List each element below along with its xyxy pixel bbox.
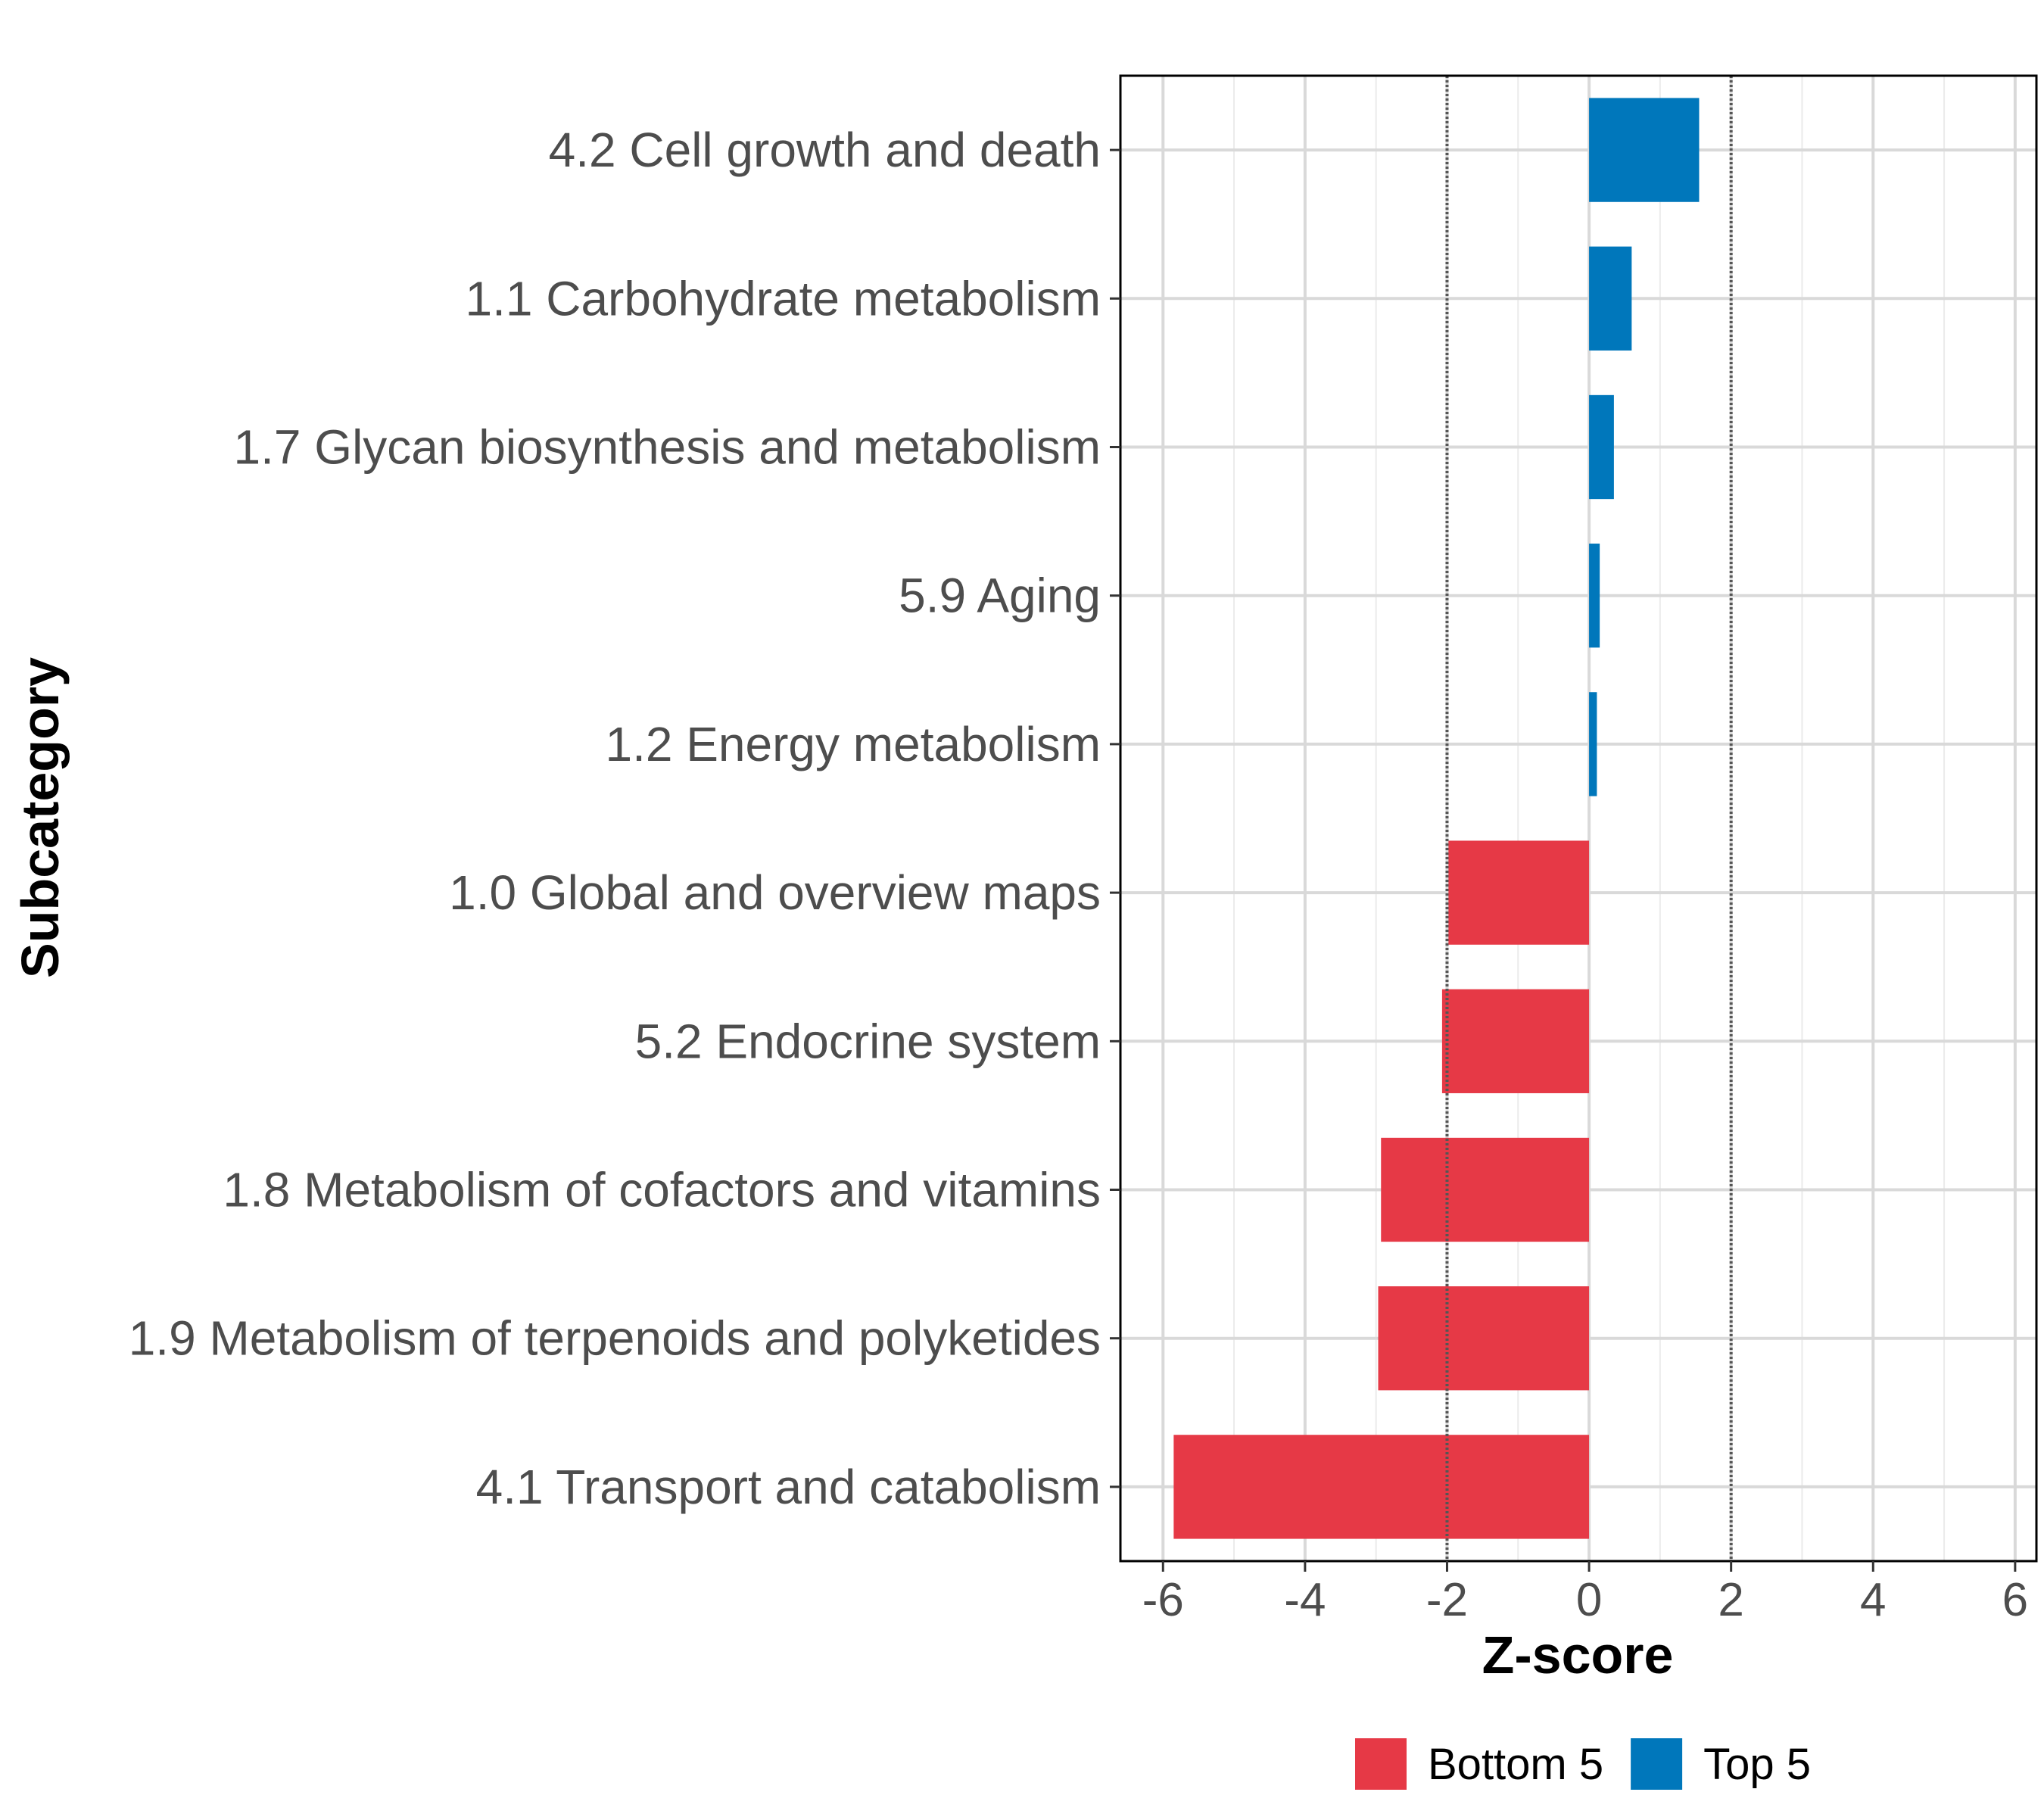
bar	[1441, 989, 1590, 1093]
y-tick-label: 1.9 Metabolism of terpenoids and polyket…	[129, 1311, 1101, 1366]
x-tick-label: -4	[1284, 1574, 1326, 1626]
x-tick-label: 0	[1576, 1574, 1602, 1626]
legend-label: Top 5	[1703, 1740, 1811, 1789]
reference-lines	[1445, 76, 1733, 1561]
x-tick-label: 2	[1718, 1574, 1743, 1626]
bar	[1589, 246, 1632, 351]
legend: Bottom 5 Top 5	[1355, 1738, 1811, 1790]
bars	[1173, 98, 1700, 1539]
y-tick-label: 4.1 Transport and catabolism	[476, 1460, 1101, 1514]
y-tick-label: 1.8 Metabolism of cofactors and vitamins	[223, 1163, 1101, 1217]
x-tick-label: -6	[1142, 1574, 1184, 1626]
bar	[1378, 1286, 1590, 1391]
bar	[1173, 1435, 1590, 1539]
x-tick-label: 6	[2002, 1574, 2028, 1626]
x-axis-title: Z-score	[1482, 1625, 1674, 1685]
y-tick-label: 1.7 Glycan biosynthesis and metabolism	[234, 420, 1101, 475]
bar	[1448, 840, 1590, 945]
x-tick-label: -2	[1426, 1574, 1468, 1626]
y-tick-label: 1.1 Carbohydrate metabolism	[465, 271, 1101, 326]
y-tick-label: 4.2 Cell growth and death	[549, 123, 1101, 177]
y-tick-label: 1.2 Energy metabolism	[605, 717, 1101, 771]
y-tick-label: 5.9 Aging	[899, 569, 1101, 623]
x-tick-label: 4	[1860, 1574, 1886, 1626]
legend-swatch	[1355, 1738, 1407, 1790]
legend-swatch	[1631, 1738, 1683, 1790]
y-axis-title: Subcategory	[11, 657, 70, 978]
x-axis-ticks: -6 -4 -2 0 2 4 6	[1142, 1561, 2028, 1626]
bar	[1589, 394, 1614, 500]
bar	[1381, 1137, 1590, 1242]
legend-label: Bottom 5	[1428, 1740, 1603, 1789]
y-axis-ticks: 4.2 Cell growth and death 1.1 Carbohydrat…	[129, 123, 1120, 1514]
plot-panel-border	[1119, 74, 2038, 1563]
y-tick-label: 1.0 Global and overview maps	[449, 865, 1101, 920]
bar	[1589, 692, 1597, 796]
y-tick-label: 5.2 Endocrine system	[635, 1014, 1101, 1068]
bar	[1589, 544, 1600, 648]
bar	[1589, 98, 1700, 202]
